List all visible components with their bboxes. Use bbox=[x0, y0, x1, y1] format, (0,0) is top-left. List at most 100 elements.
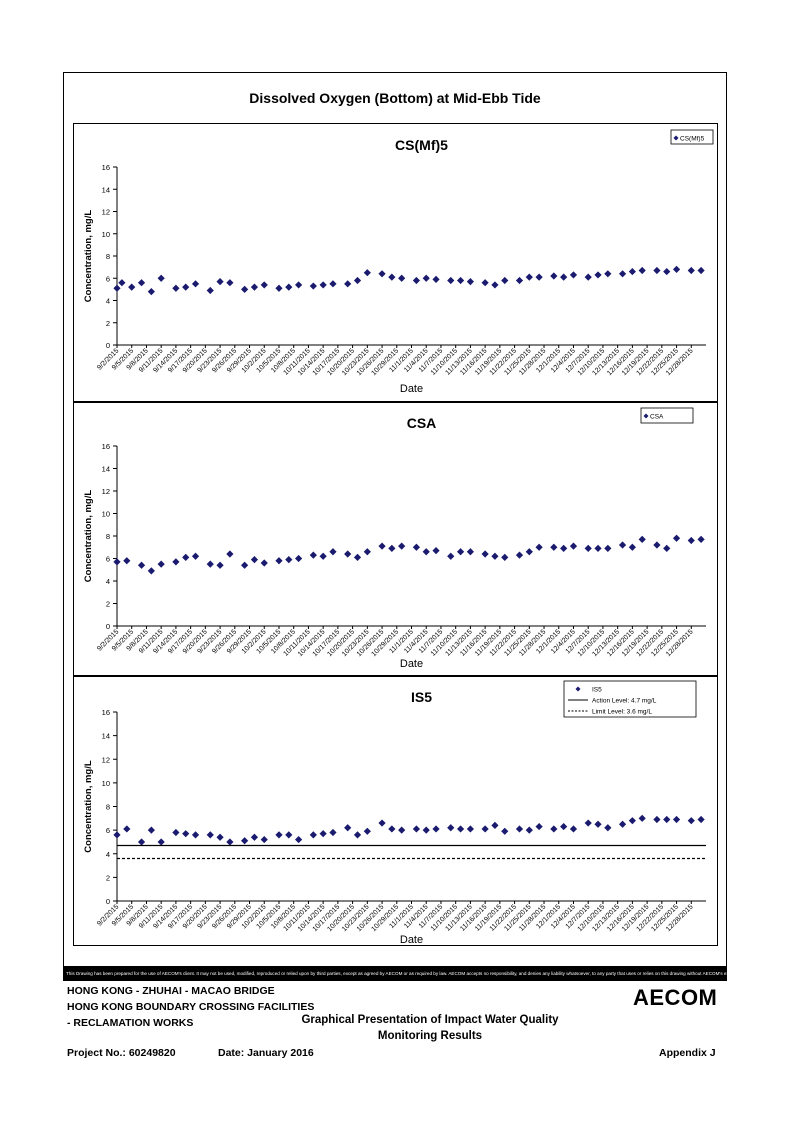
y-tick-label: 0 bbox=[106, 622, 110, 631]
data-point bbox=[638, 266, 646, 275]
data-point bbox=[344, 824, 352, 832]
data-point bbox=[241, 837, 249, 845]
data-point bbox=[432, 825, 440, 833]
data-point bbox=[250, 833, 259, 841]
data-point bbox=[412, 543, 421, 551]
y-axis-label: Concentration, mg/L bbox=[83, 490, 94, 583]
legend-label: IS5 bbox=[592, 687, 602, 694]
data-point bbox=[515, 825, 524, 833]
legend-marker bbox=[575, 686, 581, 692]
legend-marker bbox=[673, 135, 679, 141]
data-point bbox=[594, 820, 602, 828]
data-point bbox=[663, 544, 671, 552]
y-tick-label: 6 bbox=[106, 826, 110, 835]
chart-title: CSA bbox=[407, 415, 437, 431]
y-tick-label: 2 bbox=[106, 319, 110, 328]
data-point bbox=[491, 821, 499, 829]
data-point bbox=[319, 552, 327, 560]
data-point bbox=[137, 838, 146, 846]
data-point bbox=[525, 273, 533, 281]
project-line-2: HONG KONG BOUNDARY CROSSING FACILITIES bbox=[67, 1001, 315, 1013]
data-point bbox=[123, 825, 131, 833]
data-point bbox=[687, 266, 695, 275]
data-point bbox=[560, 273, 568, 281]
data-point bbox=[128, 283, 136, 291]
data-point bbox=[687, 817, 695, 825]
data-point bbox=[285, 831, 293, 839]
data-point bbox=[113, 284, 121, 292]
data-point bbox=[309, 551, 317, 559]
data-point bbox=[216, 277, 224, 286]
data-point bbox=[697, 815, 705, 824]
data-point bbox=[422, 274, 430, 282]
data-point bbox=[491, 552, 499, 560]
drawing-heading-1: Graphical Presentation of Impact Water Q… bbox=[301, 1014, 559, 1026]
aecom-logo: AECOM bbox=[633, 985, 718, 1010]
data-point bbox=[432, 275, 440, 283]
data-point bbox=[663, 267, 671, 276]
data-point bbox=[388, 825, 396, 833]
y-tick-label: 8 bbox=[106, 252, 110, 261]
data-point bbox=[560, 544, 568, 552]
data-point bbox=[456, 276, 465, 285]
data-point bbox=[147, 567, 155, 575]
data-point bbox=[618, 541, 627, 549]
data-point bbox=[481, 279, 489, 287]
y-axis-label: Concentration, mg/L bbox=[83, 760, 94, 853]
data-point bbox=[672, 265, 681, 273]
data-point bbox=[182, 283, 190, 291]
data-point bbox=[147, 288, 155, 296]
y-tick-label: 10 bbox=[102, 230, 110, 239]
data-point bbox=[191, 552, 200, 560]
data-point bbox=[604, 544, 612, 552]
data-point bbox=[569, 542, 578, 550]
chart-panel-is5: IS5 0 2 4 6 8 10 12 14 16 Concentration, mg/L 9/2/2… bbox=[73, 676, 718, 946]
data-point bbox=[260, 835, 268, 844]
project-number: Project No.: 60249820 bbox=[67, 1047, 176, 1059]
data-point bbox=[388, 273, 396, 281]
legend-label: CSA bbox=[650, 414, 664, 421]
legend-label: CS(Mf)5 bbox=[680, 136, 705, 143]
y-tick-label: 0 bbox=[106, 341, 110, 350]
data-point bbox=[329, 548, 337, 556]
disclaimer-bar: This Drawing has been prepared for the u… bbox=[63, 966, 727, 981]
data-point bbox=[353, 831, 362, 839]
data-point bbox=[672, 815, 681, 824]
data-point bbox=[157, 838, 165, 846]
data-point bbox=[560, 822, 568, 831]
data-point bbox=[422, 548, 430, 556]
data-point bbox=[594, 544, 602, 552]
legend-marker bbox=[643, 413, 649, 419]
y-tick-label: 12 bbox=[102, 487, 110, 496]
data-point bbox=[319, 830, 327, 838]
data-point bbox=[285, 556, 293, 564]
project-line-1: HONG KONG - ZHUHAI - MACAO BRIDGE bbox=[67, 985, 275, 997]
drawing-date: Date: January 2016 bbox=[218, 1047, 314, 1059]
y-tick-label: 10 bbox=[102, 779, 110, 788]
data-point bbox=[481, 825, 489, 833]
y-tick-label: 2 bbox=[106, 873, 110, 882]
data-point bbox=[535, 543, 543, 551]
data-point bbox=[363, 269, 371, 277]
chart-panel-csa: CSA 0 2 4 6 8 10 12 14 16 Concentration, mg/L 9/2/2… bbox=[73, 402, 718, 676]
data-point bbox=[697, 535, 705, 543]
data-point bbox=[309, 831, 317, 839]
data-point bbox=[525, 826, 533, 834]
data-point bbox=[447, 552, 455, 560]
data-point bbox=[535, 822, 543, 831]
legend-box bbox=[640, 407, 694, 424]
data-point bbox=[412, 825, 421, 833]
data-point bbox=[226, 279, 234, 287]
data-point bbox=[466, 277, 474, 286]
data-point bbox=[260, 559, 268, 567]
data-point bbox=[618, 820, 627, 828]
data-point bbox=[113, 831, 121, 839]
y-tick-label: 12 bbox=[102, 208, 110, 217]
y-tick-label: 8 bbox=[106, 532, 110, 541]
data-point bbox=[329, 828, 337, 837]
data-point bbox=[388, 544, 396, 552]
data-point bbox=[653, 266, 661, 275]
